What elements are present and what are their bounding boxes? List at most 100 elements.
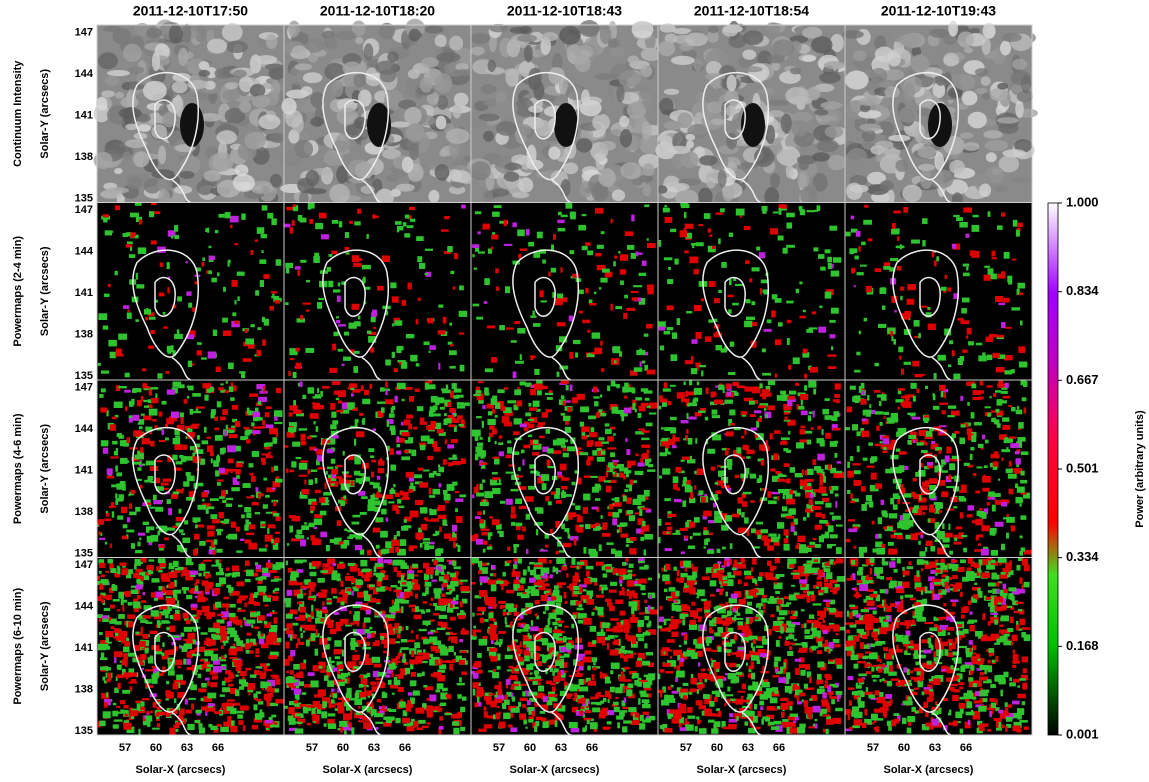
speckle — [158, 548, 164, 551]
speckle — [230, 382, 234, 388]
speckle — [705, 387, 709, 395]
speckle — [140, 447, 144, 453]
speckle — [227, 612, 236, 618]
speckle — [773, 430, 781, 434]
speckle — [899, 286, 905, 291]
speckle — [332, 420, 339, 425]
speckle — [806, 503, 814, 510]
speckle — [427, 455, 434, 461]
speckle — [614, 497, 620, 504]
speckle — [746, 529, 749, 537]
speckle — [112, 710, 119, 717]
speckle — [289, 525, 293, 533]
granule — [672, 28, 692, 35]
speckle — [579, 452, 589, 456]
speckle — [890, 534, 897, 539]
speckle — [373, 482, 380, 489]
speckle — [118, 591, 125, 599]
speckle — [193, 410, 201, 414]
speckle — [765, 385, 771, 392]
speckle — [288, 412, 293, 417]
dark-pore — [180, 103, 204, 147]
speckle — [258, 593, 267, 596]
speckle — [715, 331, 721, 334]
speckle — [546, 459, 551, 466]
speckle — [338, 221, 343, 228]
speckle — [414, 481, 423, 485]
speckle — [386, 445, 390, 452]
speckle — [759, 383, 763, 389]
speckle — [832, 399, 840, 403]
row-label: Powermaps (4-6 min) — [12, 413, 24, 524]
granule — [640, 65, 653, 78]
speckle — [819, 480, 823, 486]
speckle — [446, 484, 455, 491]
granule — [640, 47, 662, 62]
speckle — [231, 572, 237, 578]
speckle — [721, 448, 727, 451]
granule — [238, 100, 252, 113]
speckle — [672, 532, 681, 535]
granule — [112, 28, 132, 45]
speckle — [378, 549, 382, 557]
granule — [574, 54, 591, 73]
speckle — [123, 646, 130, 653]
speckle — [391, 296, 399, 303]
speckle — [475, 386, 481, 392]
speckle — [295, 457, 302, 460]
speckle — [703, 530, 709, 536]
speckle — [658, 326, 666, 331]
speckle — [676, 318, 681, 325]
speckle — [135, 319, 139, 322]
speckle — [752, 322, 758, 327]
speckle — [293, 409, 302, 414]
granule — [101, 90, 115, 98]
granule — [807, 86, 821, 101]
speckle — [242, 725, 246, 731]
panel-background — [284, 202, 471, 380]
speckle — [161, 652, 165, 657]
speckle — [679, 230, 688, 238]
speckle — [887, 327, 896, 335]
y-tick-label: 138 — [75, 328, 93, 340]
speckle — [527, 418, 534, 421]
speckle — [269, 702, 279, 707]
speckle — [498, 479, 501, 485]
speckle — [829, 319, 836, 323]
speckle — [908, 434, 917, 440]
speckle — [569, 536, 579, 541]
speckle — [941, 533, 949, 538]
speckle — [212, 658, 220, 665]
speckle — [219, 496, 225, 499]
speckle — [234, 300, 237, 305]
speckle — [895, 448, 901, 452]
speckle — [244, 602, 247, 608]
speckle — [219, 577, 226, 585]
speckle — [351, 303, 359, 310]
speckle — [249, 592, 254, 599]
speckle — [593, 386, 598, 393]
speckle — [220, 389, 226, 393]
speckle — [782, 506, 788, 512]
speckle — [213, 728, 219, 733]
speckle — [675, 529, 680, 534]
speckle — [105, 513, 110, 517]
granule — [187, 80, 210, 89]
speckle — [208, 270, 212, 275]
speckle — [889, 267, 896, 272]
speckle — [365, 389, 370, 396]
speckle — [269, 628, 277, 634]
speckle — [769, 433, 773, 440]
speckle — [623, 407, 632, 414]
speckle — [984, 265, 991, 268]
speckle — [216, 482, 221, 486]
speckle — [380, 387, 385, 392]
speckle — [829, 512, 834, 515]
speckle — [712, 318, 718, 322]
speckle — [868, 442, 874, 446]
speckle — [158, 525, 168, 533]
speckle — [219, 625, 226, 632]
speckle — [232, 418, 238, 423]
speckle — [890, 258, 899, 262]
speckle — [703, 546, 706, 549]
